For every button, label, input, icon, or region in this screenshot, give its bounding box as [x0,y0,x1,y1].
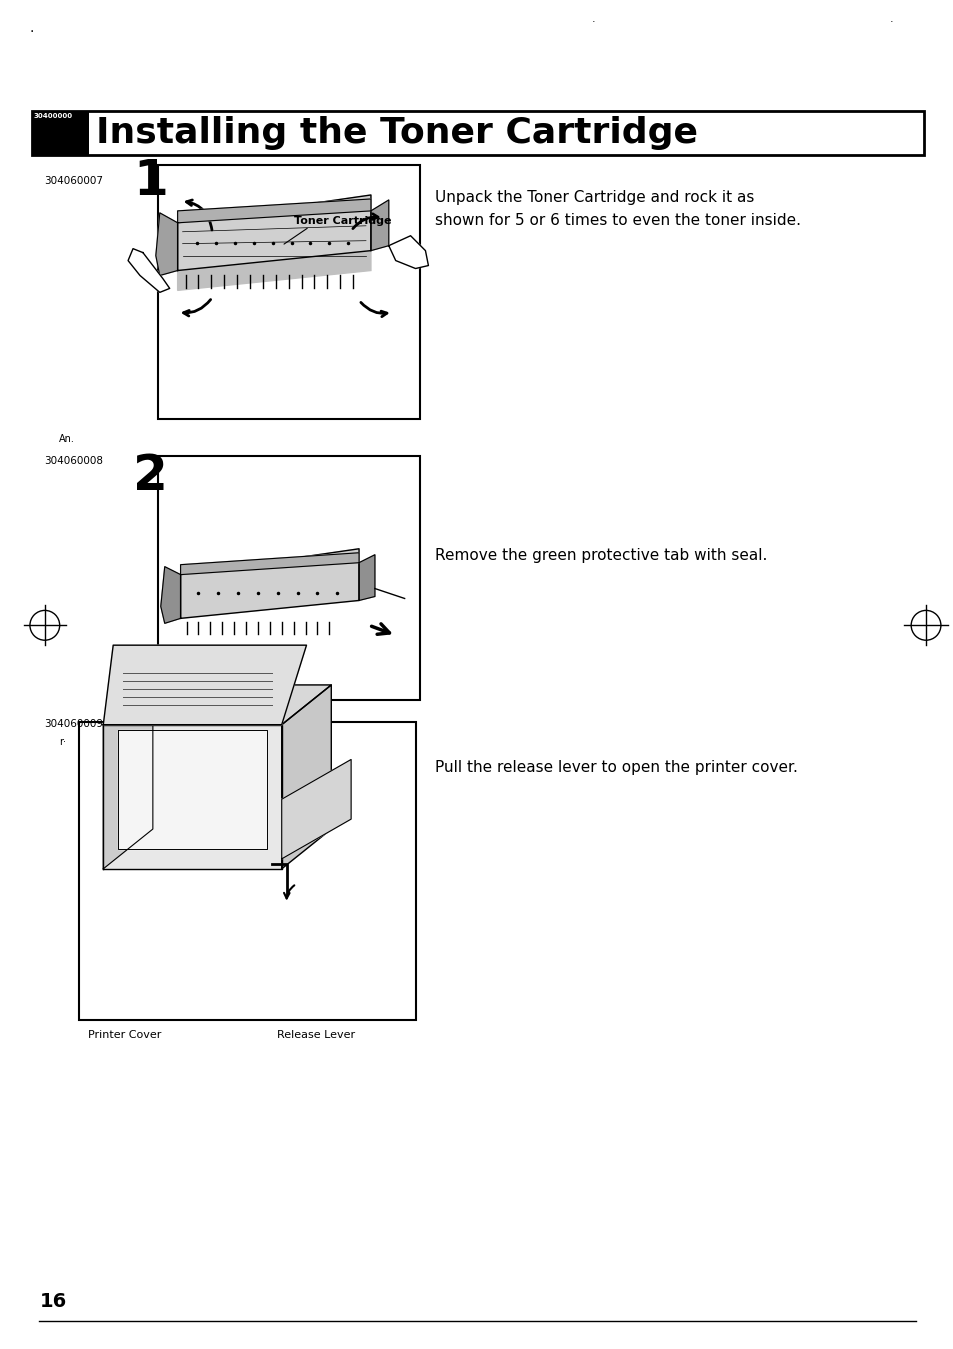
Text: Unpack the Toner Cartridge and rock it as: Unpack the Toner Cartridge and rock it a… [435,190,754,205]
Polygon shape [358,554,375,600]
Polygon shape [155,213,177,275]
Bar [31,112,90,155]
Bar [31,112,923,155]
Polygon shape [180,549,358,618]
Polygon shape [128,248,170,293]
Text: 16: 16 [40,1291,68,1311]
Polygon shape [281,759,351,859]
Text: 304060007: 304060007 [44,177,103,186]
Text: Release Lever: Release Lever [276,1029,355,1040]
Text: Installing the Toner Cartridge: Installing the Toner Cartridge [96,116,698,150]
Text: An.: An. [59,434,74,444]
Text: Toner Cartridge: Toner Cartridge [294,216,391,225]
Text: Printer Cover: Printer Cover [89,1029,162,1040]
Polygon shape [177,251,371,290]
Polygon shape [103,685,152,869]
Polygon shape [103,724,281,869]
Text: Pull the release lever to open the printer cover.: Pull the release lever to open the print… [435,759,798,774]
Text: shown for 5 or 6 times to even the toner inside.: shown for 5 or 6 times to even the toner… [435,213,801,228]
Text: 304060008: 304060008 [44,456,103,467]
Polygon shape [177,196,371,271]
Polygon shape [389,236,428,268]
Text: 2: 2 [132,452,168,500]
Text: ·: · [30,26,34,39]
Text: ·: · [592,18,596,27]
Polygon shape [371,200,389,251]
Text: 1: 1 [132,156,168,205]
Bar [78,722,416,1020]
Text: r·: r· [59,737,66,746]
Polygon shape [103,645,306,724]
Polygon shape [177,198,371,223]
Text: ·: · [888,18,892,27]
Text: Remove the green protective tab with seal.: Remove the green protective tab with sea… [435,548,767,564]
Bar [157,165,420,418]
Bar [157,456,420,700]
Polygon shape [281,685,331,869]
Polygon shape [118,730,267,849]
Text: 304060009: 304060009 [44,719,103,728]
Polygon shape [161,567,180,623]
Polygon shape [103,685,331,724]
Text: 3: 3 [132,715,168,762]
Polygon shape [180,553,358,575]
Text: 30400000: 30400000 [34,113,73,120]
